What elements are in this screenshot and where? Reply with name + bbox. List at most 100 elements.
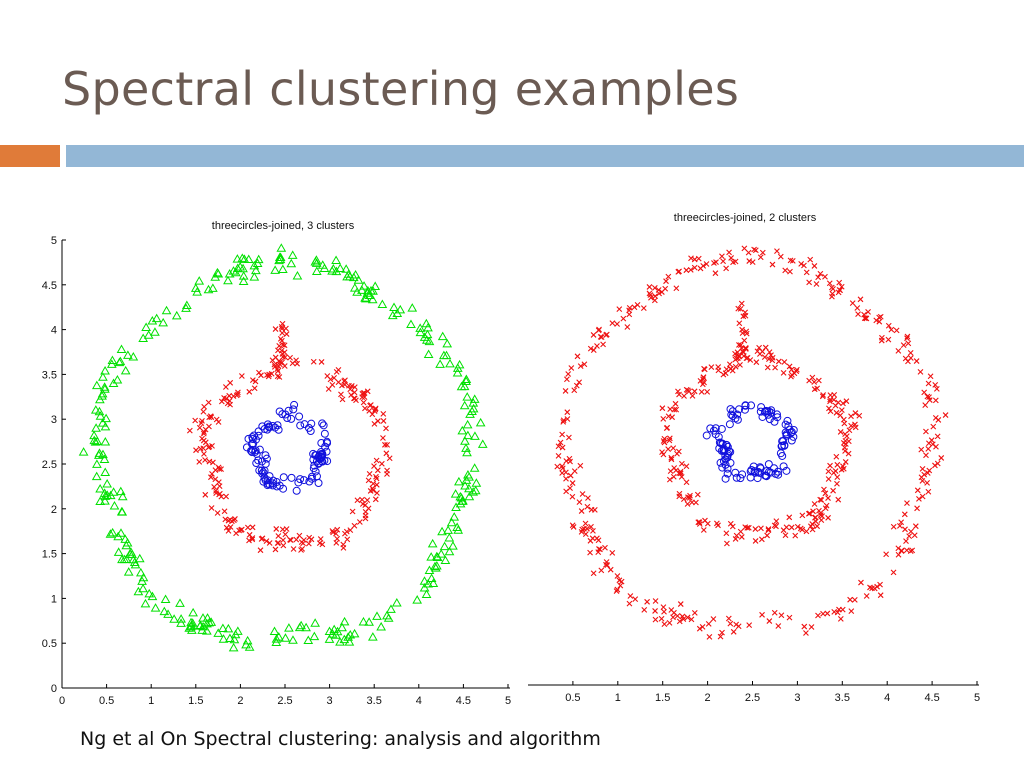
scatter-point-x [815,377,822,384]
scatter-point-triangle [277,264,288,273]
scatter-point-x [371,408,378,414]
scatter-point-x [676,618,683,625]
scatter-point-x [324,373,331,379]
scatter-point-triangle [324,634,335,643]
scatter-point-x [370,480,377,487]
scatter-point-x [907,355,914,361]
scatter-point-triangle [430,561,440,571]
scatter-point-x [569,522,576,529]
scatter-point-triangle [271,634,282,643]
scatter-point-x [192,417,199,424]
scatter-point-x [229,518,235,525]
scatter-point-x [817,270,824,277]
accent-bar-blue [66,145,1024,167]
x-tick-label: 5 [505,695,511,707]
scatter-point-circle [761,471,770,480]
scatter-point-triangle [364,290,375,300]
scatter-point-triangle [237,253,248,262]
citation-caption: Ng et al On Spectral clustering: analysi… [80,728,601,750]
scatter-point-x [290,546,297,552]
scatter-point-circle [785,425,794,434]
scatter-point-triangle [100,496,110,505]
scatter-point-x [271,361,278,368]
scatter-point-triangle [319,263,330,273]
scatter-point-triangle [95,411,106,420]
scatter-point-x [202,426,209,433]
scatter-point-x [201,451,207,457]
scatter-point-x [359,496,365,503]
scatter-point-x [914,505,920,512]
scatter-point-triangle [391,597,402,607]
scatter-point-x [559,444,566,451]
x-tick-label: 2 [237,695,243,707]
scatter-point-x [620,315,627,322]
scatter-point-x [373,473,379,480]
scatter-point-x [298,547,304,553]
scatter-point-x [659,405,666,412]
scatter-point-x [836,279,843,286]
scatter-point-triangle [437,331,448,341]
scatter-point-x [246,531,253,538]
scatter-point-x [715,522,721,529]
scatter-point-circle [741,401,750,410]
y-tick-label: 0 [51,683,57,695]
scatter-point-x [571,387,578,394]
scatter-point-triangle [95,496,106,505]
scatter-point-circle [733,410,742,419]
scatter-point-x [761,354,768,360]
slide-title: Spectral clustering examples [62,62,740,116]
x-tick-label: 4.5 [924,692,939,704]
scatter-point-x [691,264,698,271]
scatter-point-x [600,341,606,348]
scatter-point-x [754,348,761,355]
scatter-point-triangle [97,418,108,427]
scatter-point-circle [279,473,288,482]
scatter-point-x [212,476,219,483]
scatter-point-x [782,267,789,274]
scatter-point-x [837,616,844,622]
scatter-point-x [306,534,313,541]
scatter-point-x [768,352,774,358]
scatter-point-x [928,437,935,444]
scatter-point-x [712,270,719,277]
x-tick-label: 1.5 [188,695,203,707]
scatter-point-x [595,537,602,544]
scatter-point-triangle [444,546,455,556]
scatter-point-x [655,287,662,293]
scatter-point-triangle [163,609,173,618]
scatter-point-x [909,547,916,554]
scatter-point-triangle [460,436,470,445]
scatter-point-x [788,366,795,373]
scatter-point-x [930,423,937,430]
scatter-point-x [614,573,621,579]
scatter-point-x [569,493,576,500]
scatter-point-x [329,528,336,534]
scatter-point-circle [789,432,798,441]
scatter-point-x [576,499,583,505]
scatter-point-x [334,526,341,533]
scatter-point-triangle [310,618,321,627]
scatter-point-x [675,388,681,395]
scatter-point-x [786,614,793,621]
scatter-point-x [201,403,208,410]
scatter-point-x [281,363,288,369]
scatter-point-triangle [115,486,126,496]
scatter-point-x [371,420,378,427]
scatter-point-x [666,476,673,483]
scatter-point-x [781,359,788,365]
scatter-point-x [752,247,759,254]
x-tick-label: 3 [327,695,333,707]
scatter-point-x [843,433,850,440]
scatter-point-circle [780,441,789,450]
scatter-point-triangle [230,267,241,277]
scatter-point-x [585,495,591,501]
scatter-point-circle [311,467,320,476]
scatter-point-triangle [469,394,480,403]
x-tick-label: 5 [974,692,980,704]
scatter-point-triangle [364,617,374,626]
scatter-point-x [578,528,585,535]
scatter-point-x [249,524,256,531]
scatter-point-x [827,396,834,403]
scatter-point-x [673,285,680,292]
scatter-point-x [788,373,794,380]
